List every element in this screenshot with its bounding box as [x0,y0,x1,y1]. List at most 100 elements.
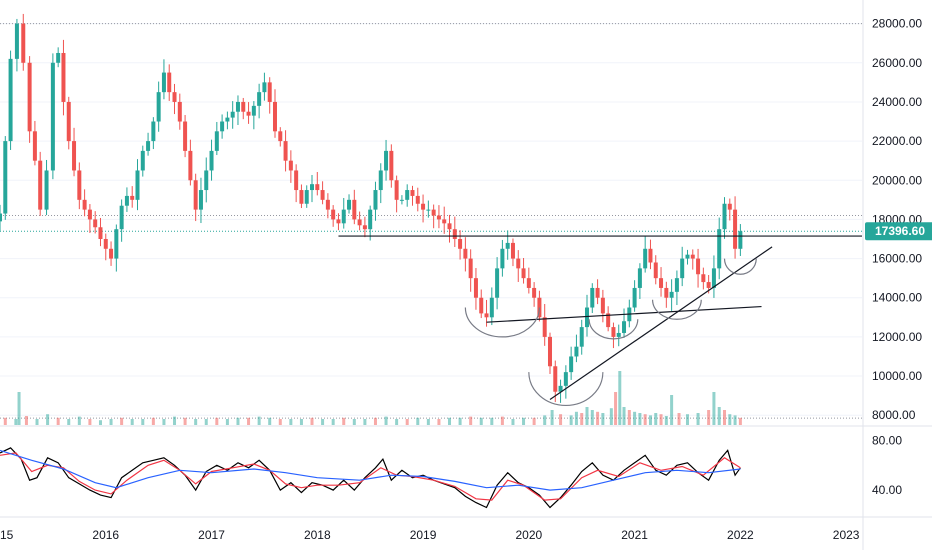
volume-bar [614,392,618,425]
candle-body [56,52,61,63]
pattern-arc [528,372,604,406]
candle-body [262,82,267,93]
candle-body [272,101,277,132]
candle-body [8,58,13,142]
candle-body [362,225,367,230]
price-tick-label: 16000.00 [872,252,922,266]
candle-body [278,131,283,142]
volume-bar [24,416,28,425]
candle-body [310,184,315,191]
volume-bar [363,419,367,425]
volume-bar [35,419,39,425]
candle-body [521,268,526,279]
volume-bar [120,417,124,425]
candle-body [32,131,37,161]
candle-body [505,242,510,249]
candle-body [87,209,92,220]
candle-body [347,199,352,210]
volume-bar [448,417,452,425]
volume-bar [580,413,584,425]
volume-bar [664,416,668,425]
volume-bar [648,415,652,425]
price-tick-label: 22000.00 [872,134,922,148]
candle-body [283,141,288,161]
candle-body [214,131,219,151]
candle-body [415,195,420,204]
candle-body [399,199,404,201]
candle-body [77,170,82,200]
candle-body [526,278,531,288]
volume-bar [109,419,113,425]
time-tick-label: 2023 [833,528,860,542]
candle-body [161,72,166,93]
candle-body [643,248,648,269]
volume-bar [618,371,622,425]
candle-body [336,219,341,224]
candle-body [542,317,547,337]
price-tick-label: 12000.00 [872,330,922,344]
candle-body [616,332,621,337]
candle-body [135,170,140,200]
volume-bar [268,417,272,425]
candle-body [563,372,568,386]
candle-body [140,150,145,171]
candle-body [680,258,685,279]
volume-bar [67,419,71,425]
candle-body [733,209,738,249]
candle-body [727,203,732,210]
candle-body [352,199,357,220]
candle-body [701,274,706,283]
candle-body [569,356,574,373]
volume-bar [204,419,208,425]
candle-body [574,346,579,357]
volume-bar [596,411,600,425]
candle-body [98,227,103,239]
volume-bar [321,419,325,425]
candle-body [14,23,19,59]
candle-body [495,268,500,298]
volume-bar [590,410,594,425]
volume-bar [215,417,219,425]
volume-bar [173,416,177,425]
candle-body [632,287,637,308]
candle-body [331,209,336,220]
volume-bar [654,413,658,425]
candle-body [21,23,26,63]
volume-bar [574,411,578,425]
candle-body [288,160,293,171]
price-tick-label: 28000.00 [872,17,922,31]
candle-body [585,307,590,328]
candle-body [378,170,383,191]
candle-body [659,278,664,288]
volume-bar [416,417,420,425]
time-tick-label: 2022 [727,528,754,542]
candle-body [738,231,743,249]
pattern-arc [651,299,702,320]
candle-body [611,327,616,337]
candle-body [405,190,410,200]
price-tick-label: 24000.00 [872,95,922,109]
price-tick-label: 14000.00 [872,291,922,305]
candle-body [653,262,658,279]
volume-bar [151,417,155,425]
volume-bar [728,414,732,425]
volume-bar [352,419,356,425]
time-tick-label: 2016 [92,528,119,542]
volume-bar [609,408,613,425]
candle-body [489,297,494,318]
candle-body [447,223,452,230]
volume-bar [130,419,134,425]
candle-body [516,258,521,269]
candle-body [172,92,177,102]
candle-body [711,268,716,288]
volume-bar [532,417,536,425]
candle-body [124,195,129,206]
volume-bar [437,419,441,425]
candle-body [436,215,441,220]
candle-body [357,219,362,226]
candle-body [595,287,600,298]
trendline [549,246,773,401]
volume-bar [384,416,388,425]
last-price-label: 17396.60 [875,224,925,238]
